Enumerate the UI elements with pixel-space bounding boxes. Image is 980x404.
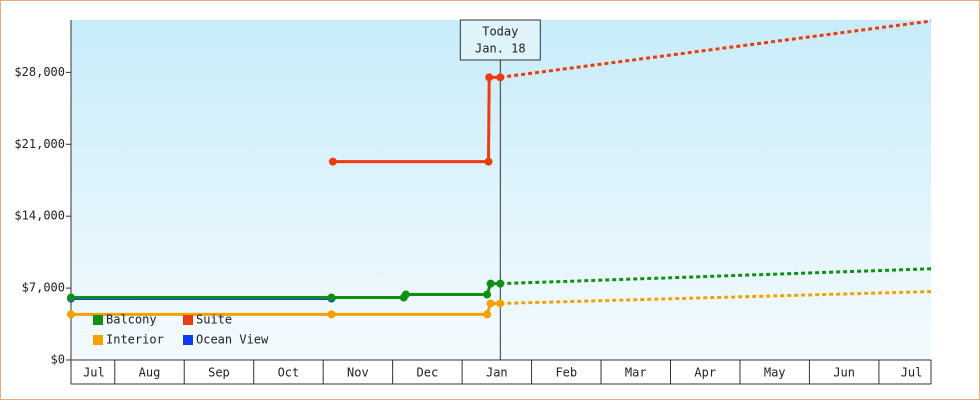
legend-swatch: [93, 315, 103, 325]
point: [327, 293, 336, 302]
today-box: [459, 19, 541, 61]
legend-label: Balcony: [106, 313, 157, 327]
y-tick-label: $7,000: [22, 281, 65, 295]
forecast-line: [500, 267, 932, 286]
y-tick-label: $21,000: [14, 137, 65, 151]
legend-swatch: [183, 335, 193, 345]
x-tick-label: Oct: [278, 366, 300, 380]
forecast-line: [500, 290, 932, 305]
x-tick-label: Dec: [417, 366, 439, 380]
legend-label: Suite: [196, 313, 232, 327]
x-tick-label: Jul: [83, 366, 105, 380]
point: [327, 310, 336, 319]
legend-label: Ocean View: [196, 333, 269, 347]
x-tick-label: Jun: [833, 366, 855, 380]
point: [485, 73, 494, 82]
plot-area: [71, 20, 931, 360]
point: [401, 290, 410, 299]
legend-swatch: [183, 315, 193, 325]
series-line: [332, 75, 501, 164]
x-tick-label: Jul: [901, 366, 923, 380]
y-tick-label: $0: [51, 353, 65, 367]
x-tick-label: Nov: [347, 366, 369, 380]
x-tick-label: Jan: [486, 366, 508, 380]
point: [486, 299, 495, 308]
y-tick-label: $14,000: [14, 209, 65, 223]
legend-swatch: [93, 335, 103, 345]
point: [486, 279, 495, 288]
x-tick-label: May: [764, 366, 786, 380]
point: [496, 279, 505, 288]
forecast-line: [500, 19, 932, 79]
point: [484, 157, 493, 166]
x-tick-label: Mar: [625, 366, 647, 380]
x-tick-label: Sep: [208, 366, 230, 380]
point: [483, 310, 492, 319]
legend-label: Interior: [106, 333, 164, 347]
x-tick-label: Aug: [139, 366, 161, 380]
point: [496, 299, 505, 308]
x-tick-label: Feb: [555, 366, 577, 380]
point: [496, 73, 505, 82]
point: [67, 310, 75, 319]
x-tick-label: Apr: [694, 366, 716, 380]
point: [483, 290, 492, 299]
point: [328, 157, 337, 166]
y-tick-label: $28,000: [14, 65, 65, 79]
point: [67, 293, 75, 302]
today-label: Jan. 18: [475, 42, 526, 56]
today-label: Today: [482, 25, 518, 39]
